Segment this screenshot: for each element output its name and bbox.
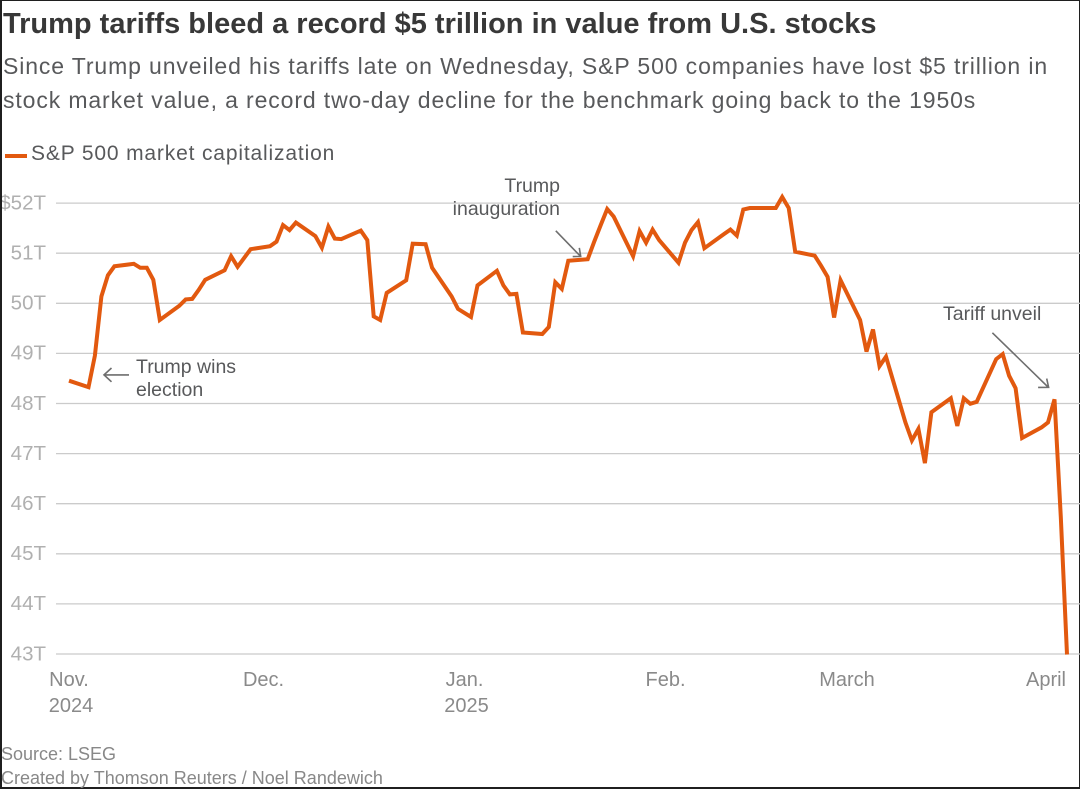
svg-text:Jan.: Jan. (446, 669, 484, 691)
svg-text:44T: 44T (11, 592, 47, 615)
svg-text:2024: 2024 (49, 695, 94, 717)
svg-text:46T: 46T (11, 492, 47, 515)
svg-text:43T: 43T (11, 642, 47, 665)
svg-text:$52T: $52T (2, 191, 46, 214)
svg-text:March: March (819, 669, 875, 691)
svg-text:Dec.: Dec. (243, 669, 284, 691)
svg-text:47T: 47T (11, 442, 47, 465)
svg-text:49T: 49T (11, 342, 47, 365)
svg-text:April: April (1026, 669, 1066, 691)
svg-text:48T: 48T (11, 392, 47, 415)
svg-text:45T: 45T (11, 542, 47, 565)
svg-text:2025: 2025 (444, 695, 489, 717)
svg-text:51T: 51T (11, 242, 47, 265)
svg-text:50T: 50T (11, 292, 47, 315)
svg-text:Nov.: Nov. (49, 669, 89, 691)
svg-text:Feb.: Feb. (645, 669, 685, 691)
